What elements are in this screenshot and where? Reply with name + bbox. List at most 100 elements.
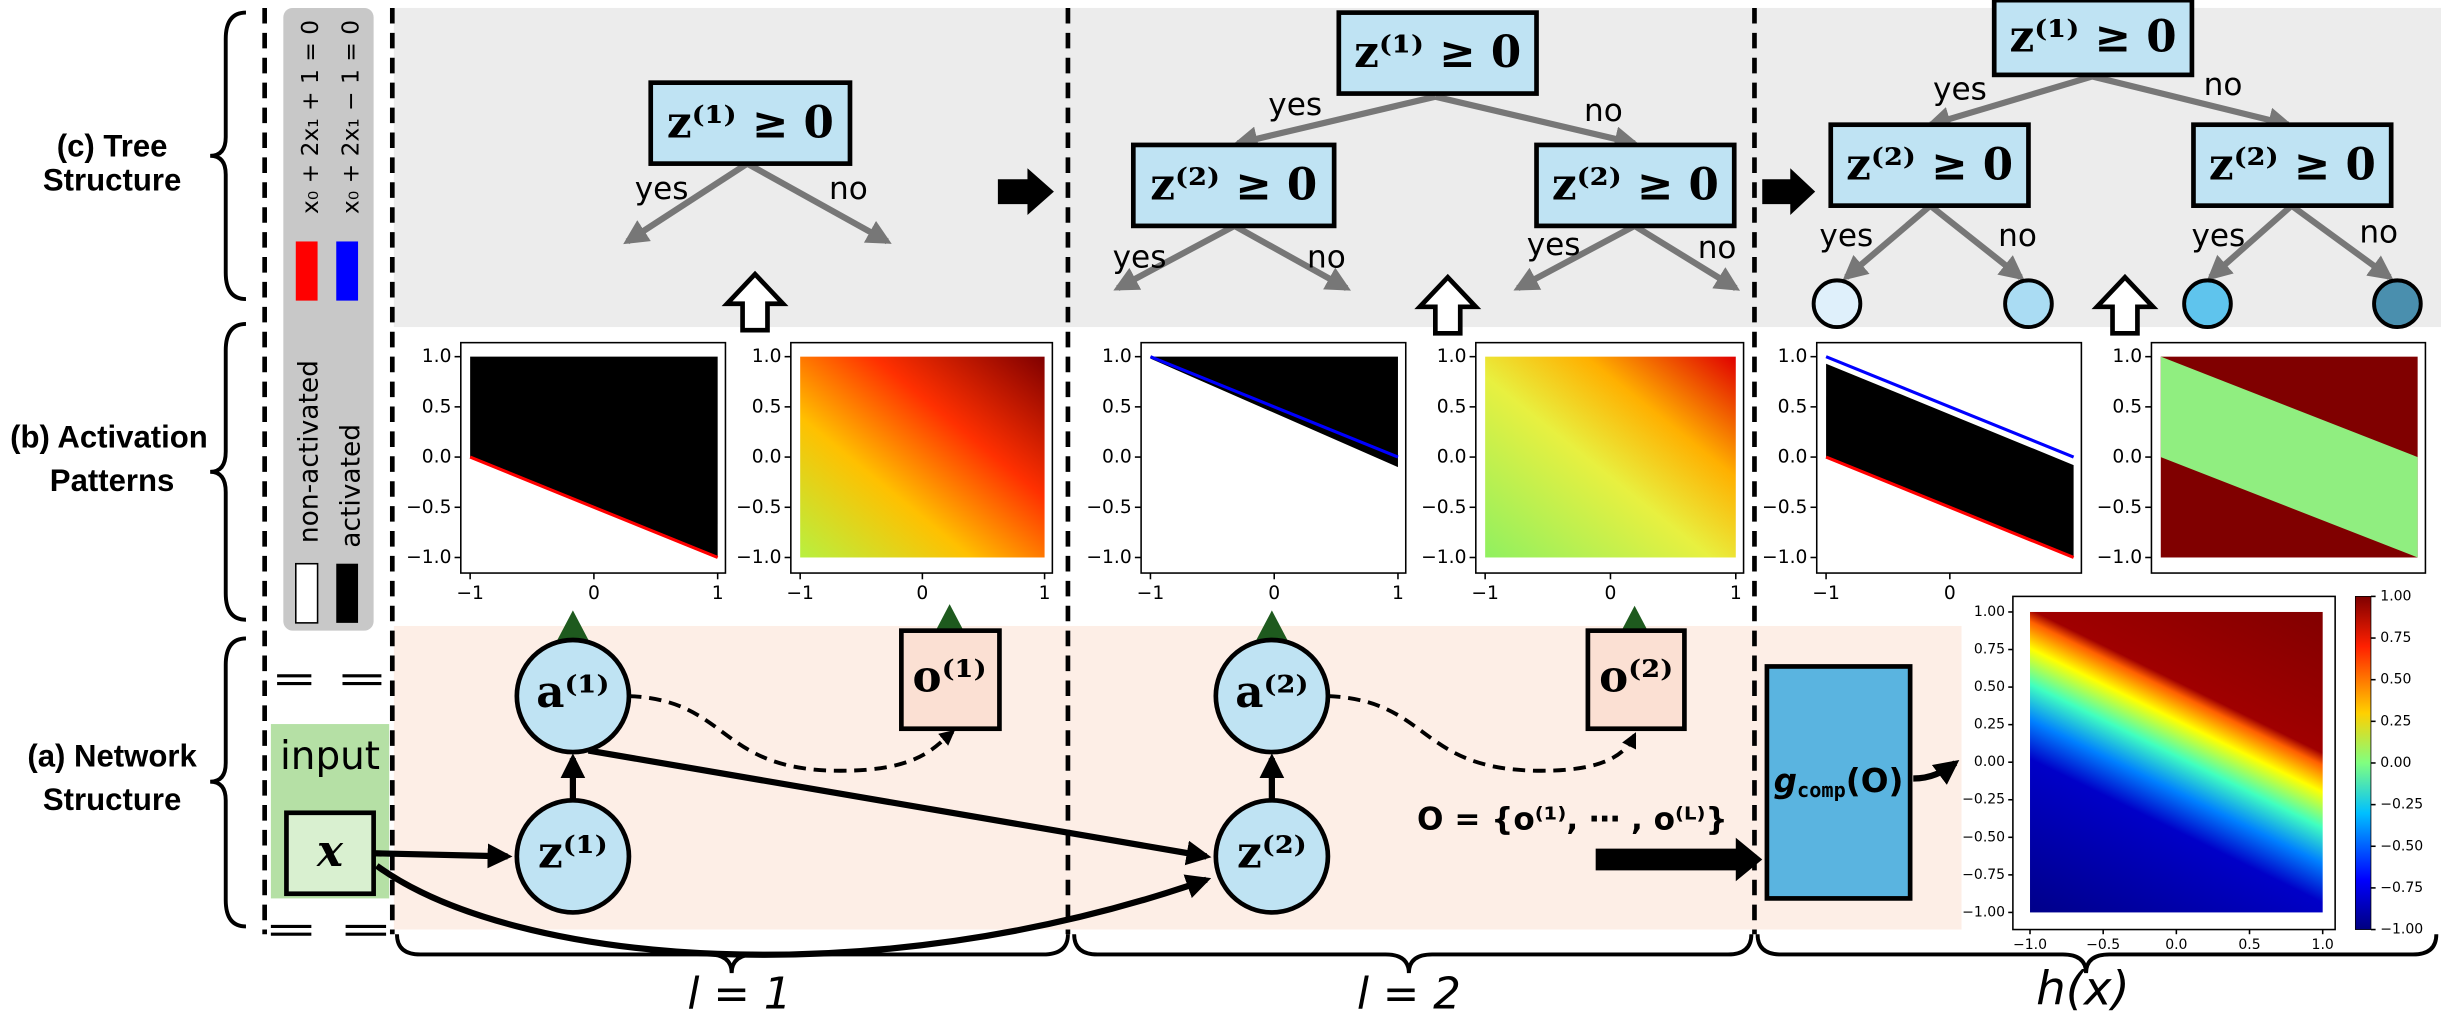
gcomp-sub: comp [1797, 777, 1846, 801]
x-label: x [316, 826, 344, 877]
y-tick-label: −0.75 [1962, 867, 2005, 883]
boundary-red [469, 455, 719, 559]
tree-node [648, 80, 853, 166]
tree-edge-label: yes [1113, 240, 1167, 276]
y-tick-label: −0.5 [1762, 497, 1807, 518]
tree-edge [1434, 93, 1640, 151]
y-tick-label: −0.5 [1086, 497, 1131, 518]
colorbar-tick-label: 1.00 [2380, 588, 2411, 604]
tree-edge [745, 160, 892, 245]
y-tick-label: −1.0 [736, 547, 781, 568]
activated-region [470, 356, 718, 558]
input-label: input [280, 734, 380, 779]
tree-node [2191, 122, 2394, 208]
y-tick-label: 0.00 [1974, 754, 2005, 770]
tree-edge-label: no [2204, 67, 2243, 103]
tree-node-label: z⁽²⁾ ≥ 0 [1846, 139, 2013, 190]
x-tick-label: −1 [1812, 583, 1840, 604]
row-label: Patterns [50, 463, 175, 498]
tree-edge-label: yes [635, 171, 689, 207]
heatmap [1485, 356, 1736, 558]
tree-edge-label: yes [1819, 218, 1873, 254]
y-tick-label: −1.0 [1762, 547, 1807, 568]
tree-edge-label: no [1307, 240, 1346, 276]
colorbar-tick-label: −0.75 [2380, 880, 2423, 896]
y-tick-label: −0.5 [736, 497, 781, 518]
y-tick-label: 0.50 [1974, 679, 2005, 695]
tree-edge [1925, 73, 2094, 131]
band [2160, 356, 2418, 558]
tree-edge-label: no [1584, 93, 1623, 129]
tree-edge [2206, 203, 2294, 281]
legend-line: x₀ + 2x₁ + 1 = 0 [296, 20, 324, 214]
tree-node [1991, 0, 2195, 78]
colorbar-tick-label: −0.50 [2380, 838, 2423, 854]
y-tick-label: 1.00 [1974, 604, 2005, 620]
y-tick-label: −1.0 [1421, 547, 1466, 568]
z1-node [514, 798, 632, 915]
y-tick-label: 0.0 [1102, 447, 1132, 468]
tree-edge-label: yes [2191, 218, 2245, 254]
x-tick-label: −1 [456, 583, 484, 604]
y-tick-label: 1.0 [2112, 346, 2142, 367]
leaf [2182, 278, 2233, 330]
tree-edge [1232, 223, 1351, 291]
x-tick-label: 1 [712, 583, 724, 604]
tree-node-label: z⁽¹⁾ ≥ 0 [1354, 27, 1521, 78]
row-label: (c) Tree [57, 128, 168, 163]
tree-node-label: z⁽²⁾ ≥ 0 [2209, 139, 2376, 190]
step-arrow [1762, 168, 1816, 215]
x-node [284, 810, 376, 897]
colorbar-tick-label: 0.50 [2380, 672, 2411, 688]
o1-label: o⁽¹⁾ [913, 651, 987, 702]
activated-region [1150, 356, 1398, 468]
tree-edge-label: no [1698, 230, 1737, 266]
tree-node [1336, 10, 1539, 96]
boundary-red [1825, 455, 2075, 559]
a1-label: a⁽¹⁾ [536, 667, 609, 718]
x-tick-label: 0 [588, 583, 600, 604]
legend-swatch-blue [336, 241, 359, 301]
y-tick-label: 1.0 [422, 346, 452, 367]
y-tick-label: −1.0 [2097, 547, 2142, 568]
tree-edge [1632, 223, 1741, 291]
y-tick-label: 0.0 [1778, 447, 1808, 468]
y-tick-label: 0.5 [422, 396, 452, 417]
y-tick-label: 1.0 [1437, 346, 1467, 367]
tree-node-label: z⁽²⁾ ≥ 0 [1552, 160, 1719, 211]
x-tick-label: 0.0 [2165, 937, 2187, 953]
y-tick-label: 0.5 [2112, 396, 2142, 417]
a1-node [514, 637, 632, 755]
z2-label: z⁽²⁾ [1237, 827, 1307, 878]
x-tick-label: 1 [1392, 583, 1404, 604]
legend-activation: activated [335, 424, 366, 548]
colorbar-tick-label: 0.75 [2380, 630, 2411, 646]
tree-edge-label: no [2359, 215, 2398, 251]
tree-edge [623, 161, 749, 245]
row-braces [210, 10, 247, 929]
boundary-blue [1149, 355, 1399, 459]
legend-swatch-black [336, 563, 359, 623]
x-tick-label: 0 [1268, 583, 1280, 604]
y-tick-label: −1.00 [1962, 904, 2005, 920]
tree-edge [1232, 93, 1437, 151]
legend-swatch-white [295, 562, 319, 624]
x-tick-label: 0.5 [2238, 937, 2260, 953]
layer-label: l = 2 [1357, 969, 1461, 1019]
leaf [2003, 278, 2054, 330]
heatmap [800, 356, 1045, 558]
tree-node [1828, 122, 2031, 208]
x-tick-label: −1.0 [2013, 937, 2047, 953]
separators [262, 7, 1757, 935]
tree-node [1534, 142, 1737, 229]
o1-node [899, 628, 1002, 732]
y-tick-label: 0.5 [1778, 396, 1808, 417]
step-arrow [997, 168, 1054, 215]
tree-edge [1513, 223, 1637, 291]
tree-edge [1928, 203, 2025, 281]
y-tick-label: 1.0 [1102, 346, 1132, 367]
row-label: Structure [43, 782, 181, 817]
z1-label: z⁽¹⁾ [538, 827, 608, 878]
legend-activation: non-activated [293, 360, 324, 543]
